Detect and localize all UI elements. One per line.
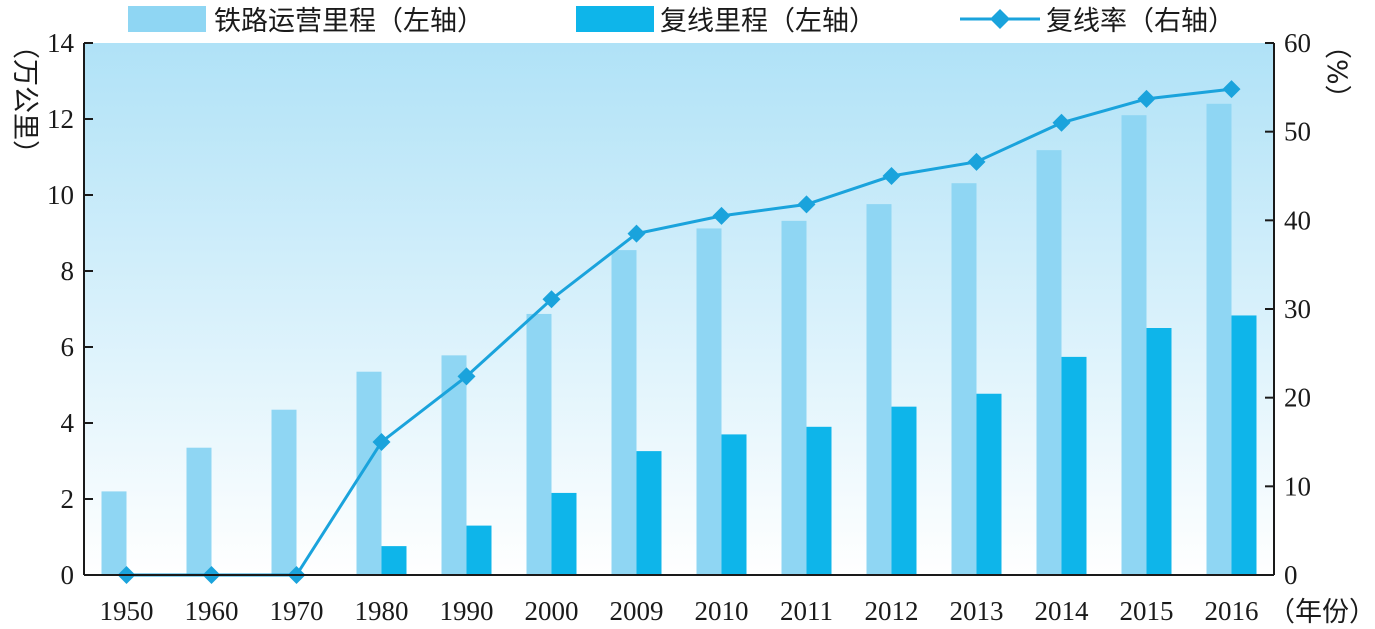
bar-double-track-mileage-2016 (1231, 315, 1257, 575)
point-double-track-rate-2014 (1052, 113, 1071, 132)
left-tick-label: 10 (47, 180, 74, 210)
left-tick-label: 6 (61, 332, 75, 362)
point-double-track-rate-2013 (967, 152, 986, 171)
left-tick-label: 0 (61, 560, 75, 590)
right-tick-label: 30 (1284, 294, 1311, 324)
bar-operating-mileage-2013 (951, 183, 977, 575)
bar-double-track-mileage-2000 (551, 492, 577, 575)
point-double-track-rate-2011 (797, 195, 816, 214)
point-double-track-rate-2010 (712, 206, 731, 225)
bar-double-track-mileage-2014 (1061, 356, 1087, 575)
bar-operating-mileage-2011 (781, 220, 807, 575)
bar-double-track-mileage-2011 (806, 426, 832, 575)
line-layer (117, 80, 1241, 584)
point-double-track-rate-2015 (1137, 89, 1156, 108)
legend-item-double-track-rate: 复线率（右轴） (960, 6, 1235, 37)
legend-item-double-track-mileage: 复线里程（左轴） (576, 6, 876, 37)
left-tick-label: 14 (47, 28, 75, 58)
bar-operating-mileage-2016 (1206, 103, 1232, 576)
right-tick-label: 60 (1284, 28, 1311, 58)
right-tick-label: 0 (1284, 560, 1298, 590)
point-double-track-rate-2012 (882, 167, 901, 185)
bar-operating-mileage-1990 (441, 355, 467, 575)
line-double-track-rate (126, 87, 1232, 577)
x-tick-label: 2013 (950, 596, 1004, 626)
point-double-track-rate-2016 (1222, 80, 1241, 99)
left-tick-label: 4 (61, 408, 75, 438)
point-double-track-rate-2000 (542, 290, 561, 309)
bar-operating-mileage-2010 (696, 228, 722, 575)
bar-double-track-mileage-2015 (1146, 328, 1172, 575)
legend-label-double-track-mileage: 复线里程（左轴） (660, 6, 876, 37)
x-tick-label: 2009 (610, 596, 664, 626)
legend: 铁路运营里程（左轴） 复线里程（左轴） 复线率（右轴） (128, 6, 1235, 37)
tick-layer: 0 2 4 6 8 10 12 14 0 10 20 30 40 50 60 1950 1960 1970 1980… (47, 28, 1311, 626)
point-double-track-rate-2009 (627, 224, 646, 243)
bar-double-track-mileage-2012 (891, 406, 917, 575)
x-tick-label: 1980 (355, 596, 409, 626)
legend-label-double-track-rate: 复线率（右轴） (1046, 6, 1235, 37)
legend-swatch-operating-mileage (128, 6, 206, 32)
right-tick-label: 10 (1284, 471, 1311, 501)
right-axis-title: （%） (1321, 32, 1352, 112)
x-tick-label: 2011 (780, 596, 833, 626)
x-tick-label: 2000 (525, 596, 579, 626)
x-tick-label: 1950 (100, 596, 154, 626)
right-tick-label: 50 (1284, 117, 1311, 147)
x-tick-label: 2016 (1205, 596, 1259, 626)
legend-marker-double-track-rate (990, 9, 1010, 29)
right-tick-label: 20 (1284, 383, 1311, 413)
x-tick-label: 1960 (185, 596, 239, 626)
left-tick-label: 12 (47, 104, 74, 134)
x-tick-label: 2012 (865, 596, 919, 626)
left-tick-label: 2 (61, 484, 75, 514)
point-double-track-rate-1980 (372, 433, 391, 451)
x-tick-label: 2010 (695, 596, 749, 626)
bar-double-track-mileage-2009 (636, 451, 662, 575)
legend-swatch-double-track-mileage (576, 6, 654, 32)
x-tick-label: 1990 (440, 596, 494, 626)
point-double-track-rate-1990 (457, 367, 476, 386)
plot-background (84, 43, 1274, 575)
bar-operating-mileage-2009 (611, 250, 637, 575)
bar-operating-mileage-1950 (101, 491, 127, 575)
legend-label-operating-mileage: 铁路运营里程（左轴） (214, 6, 484, 37)
x-axis-title: （年份） (1268, 597, 1375, 628)
bar-double-track-mileage-2010 (721, 434, 747, 575)
left-axis-title: （万公里） (9, 32, 40, 167)
x-tick-label: 2015 (1120, 596, 1174, 626)
bar-operating-mileage-2012 (866, 204, 892, 575)
bar-operating-mileage-2014 (1036, 150, 1062, 575)
x-tick-label: 1970 (270, 596, 324, 626)
bar-operating-mileage-1960 (186, 447, 212, 575)
bar-operating-mileage-2015 (1121, 115, 1147, 575)
bar-double-track-mileage-1990 (466, 525, 492, 575)
bar-double-track-mileage-1980 (381, 546, 407, 575)
bar-double-track-mileage-2013 (976, 393, 1002, 575)
right-tick-label: 40 (1284, 205, 1311, 235)
bar-operating-mileage-1970 (271, 409, 297, 575)
legend-item-operating-mileage: 铁路运营里程（左轴） (128, 6, 484, 37)
bar-operating-mileage-2000 (526, 313, 552, 575)
x-tick-label: 2014 (1035, 596, 1090, 626)
left-tick-label: 8 (61, 256, 75, 286)
bar-layer (101, 103, 1257, 576)
